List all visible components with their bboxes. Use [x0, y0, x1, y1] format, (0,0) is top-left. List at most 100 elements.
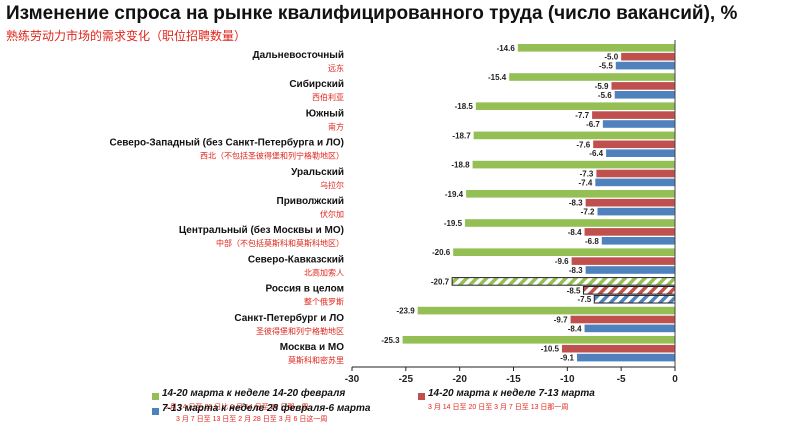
category-label-cn: 整个俄罗斯	[304, 297, 344, 307]
bar	[595, 178, 675, 187]
bar	[571, 257, 675, 265]
bar	[592, 111, 675, 119]
x-axis: -30 -25 -20 -15 -10 -5 0	[345, 40, 678, 385]
category-label: Северо-Кавказский	[248, 254, 344, 265]
category-label-cn: 北高加索人	[304, 267, 344, 277]
value-label: -5.0	[604, 53, 618, 62]
legend-item-cn: 3 月 14 日至 20 日至 3 月 7 日至 13 日那一周	[428, 404, 569, 411]
legend-swatch	[418, 393, 425, 400]
bar	[585, 198, 675, 207]
x-tick-label: -30	[345, 374, 360, 385]
bar	[466, 190, 675, 198]
bar	[614, 91, 675, 99]
page-title: Изменение спроса на рынке квалифицирован…	[6, 3, 738, 24]
x-tick-label: -20	[452, 374, 467, 385]
legend-item-cn: 3 月 14 日至 20 日比 2 月 14 日至 20 日那一周	[164, 404, 309, 411]
bar	[593, 294, 676, 304]
bar	[606, 149, 675, 157]
category-label-cn: 南方	[328, 121, 344, 131]
value-label: -19.5	[444, 219, 463, 228]
x-tick-label: -15	[506, 374, 521, 385]
category-label-cn: 圣彼得堡和列宁格勒地区	[256, 326, 344, 336]
value-label: -6.8	[585, 237, 599, 246]
value-label: -15.4	[488, 73, 507, 82]
value-label: -9.1	[560, 354, 574, 363]
x-tick-label: -25	[399, 374, 414, 385]
bar	[585, 266, 675, 274]
value-label: -20.7	[431, 277, 450, 286]
category-label-cn: 西北（不包括圣彼得堡和列宁格勒地区）	[200, 151, 344, 161]
value-label: -8.5	[567, 286, 581, 295]
category-label: Сибирский	[289, 78, 344, 90]
category-label: Уральский	[291, 167, 344, 178]
value-label: -18.5	[455, 102, 474, 111]
bar	[596, 169, 675, 178]
value-label: -14.6	[497, 44, 516, 53]
category-label-cn: 乌拉尔	[320, 180, 344, 190]
category-label-cn: 莫斯科和密苏里	[288, 355, 344, 365]
legend-swatch	[152, 393, 159, 400]
x-tick-label: -5	[617, 374, 626, 385]
value-label: -8.4	[568, 324, 582, 333]
value-label: -18.7	[452, 131, 471, 140]
value-label: -23.9	[396, 307, 415, 316]
value-label: -7.4	[579, 178, 593, 187]
bar	[473, 131, 675, 140]
legend-item: 7-13 марта к неделе 28 февраля-6 марта	[162, 403, 371, 414]
bar	[561, 344, 675, 353]
category-label: Дальневосточный	[253, 50, 345, 61]
value-label: -10.5	[541, 345, 560, 354]
bar	[475, 102, 675, 110]
category-label-cn: 伏尔加	[320, 209, 344, 219]
value-label: -8.3	[569, 266, 583, 275]
bar	[509, 73, 675, 81]
value-label: -18.8	[451, 161, 470, 170]
bar	[584, 228, 675, 236]
bar	[517, 44, 675, 52]
bar	[615, 61, 675, 70]
value-label: -7.3	[580, 170, 594, 179]
value-label: -5.6	[598, 91, 612, 100]
bar	[621, 52, 675, 61]
category-label-cn: 远东	[328, 63, 344, 73]
value-labels-group: -14.6 -5.0-5.5 -15.4 -5.9-5.6 -18.5 -7.7-6.7 -…	[381, 44, 618, 363]
value-label: -20.6	[432, 248, 451, 257]
value-label: -25.3	[381, 336, 400, 345]
category-labels-group: Дальневосточный 远东 Сибирский 西伯利亚 Южный 南方 Сев…	[109, 50, 344, 365]
category-label: Москва и МО	[280, 342, 344, 353]
value-label: -5.5	[599, 62, 613, 71]
value-label: -7.6	[576, 140, 590, 149]
bar	[570, 315, 675, 324]
value-label: -9.6	[555, 257, 569, 266]
value-label: -8.3	[569, 199, 583, 208]
category-label: Приволжский	[277, 196, 345, 207]
bar	[611, 82, 675, 90]
bar	[417, 306, 675, 315]
bar	[602, 120, 675, 128]
bar	[465, 219, 675, 227]
category-label: Россия в целом	[265, 284, 344, 295]
category-label-cn: 西伯利亚	[312, 92, 344, 102]
value-label: -19.4	[445, 190, 464, 199]
bar	[472, 160, 675, 169]
bar	[593, 140, 675, 149]
category-label: Центральный (без Москвы и МО)	[179, 224, 344, 236]
x-tick-label: 0	[672, 374, 678, 385]
value-label: -8.4	[568, 228, 582, 237]
bar	[577, 353, 675, 362]
value-label: -6.4	[589, 149, 603, 158]
category-label: Северо-Западный (без Санкт-Петербурга и …	[109, 137, 344, 149]
page-subtitle: 熟练劳动力市场的需求变化（职位招聘数量）	[6, 29, 247, 43]
category-label-cn: 中部（不包括莫斯科和莫斯科地区）	[216, 238, 344, 248]
bar	[402, 336, 675, 344]
bar	[597, 207, 675, 216]
value-label: -5.9	[595, 82, 609, 91]
bar	[601, 237, 675, 245]
bars-group	[402, 44, 676, 362]
legend-item-cn: 3 月 7 日至 13 日至 2 月 28 日至 3 月 6 日这一周	[176, 416, 328, 423]
value-label: -7.7	[575, 111, 589, 120]
category-label: Санкт-Петербург и ЛО	[234, 312, 344, 324]
bar	[582, 286, 676, 295]
value-label: -6.7	[586, 120, 600, 129]
